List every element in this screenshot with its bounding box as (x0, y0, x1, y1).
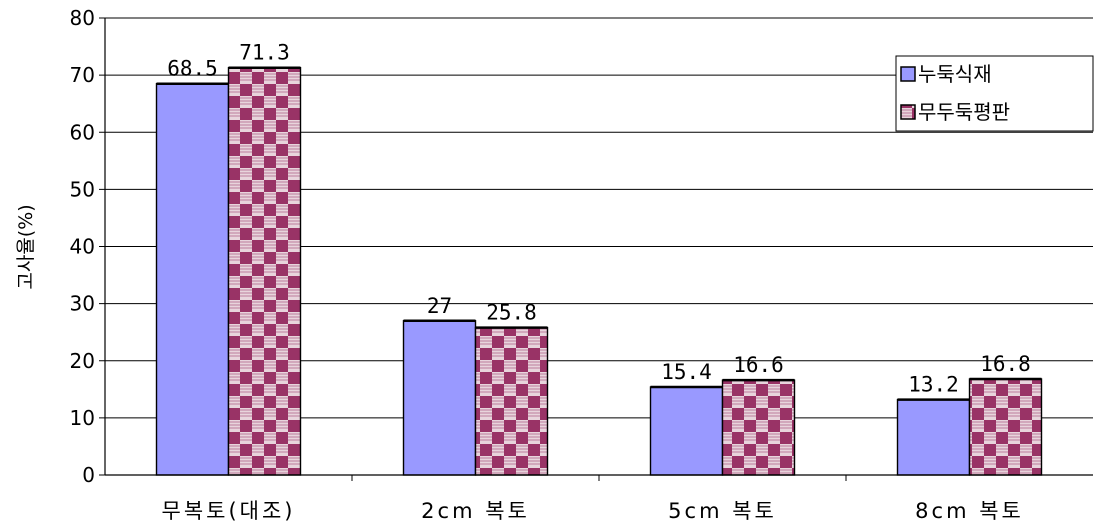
bar-series-2-3 (721, 379, 796, 476)
legend-label-series-2: 무두둑평판 (918, 100, 1010, 124)
data-label: 25.8 (486, 301, 537, 325)
bar-series-2-2 (474, 326, 549, 476)
legend-swatch-series-1 (900, 66, 916, 82)
data-label: 71.3 (239, 41, 290, 65)
legend-label-series-1: 누둑식재 (918, 62, 992, 86)
x-category-label: 8cm 복토 (915, 499, 1024, 523)
y-tick-label: 40 (70, 235, 95, 259)
y-tick-label: 0 (82, 463, 95, 487)
y-axis-label: 고사율(%) (15, 204, 37, 289)
bar-series-2-4 (968, 378, 1043, 476)
data-label: 27 (427, 294, 452, 318)
bar-series-2-1 (227, 66, 302, 476)
axes (99, 17, 1093, 481)
x-category-label: 5cm 복토 (668, 499, 777, 523)
y-tick-label: 70 (70, 63, 95, 87)
data-label: 16.6 (733, 353, 784, 377)
legend-border (895, 55, 1094, 132)
x-category-label: 2cm 복토 (421, 499, 530, 523)
bar-series-1-1 (155, 82, 230, 476)
legend: 누둑식재 무두둑평판 (895, 55, 1094, 132)
x-category-label: 무복토(대조) (162, 499, 296, 523)
y-tick-label: 30 (70, 292, 95, 316)
bar-series-1-4 (896, 398, 971, 476)
bar-series-1-2 (402, 320, 477, 476)
data-label: 68.5 (167, 57, 218, 81)
data-label: 16.8 (980, 352, 1031, 376)
bar-series-1-3 (649, 386, 724, 476)
y-tick-label: 10 (70, 406, 95, 430)
y-tick-label: 80 (70, 6, 95, 30)
y-tick-label: 60 (70, 120, 95, 144)
y-tick-label: 20 (70, 349, 95, 373)
data-label: 13.2 (908, 373, 959, 397)
labels: 0 10 20 30 40 50 60 70 80 68.5 71.3 무복토(대조) 27 25.8 2c… (70, 6, 1031, 523)
legend-swatch-series-2 (900, 104, 916, 120)
data-label: 15.4 (661, 360, 712, 384)
y-tick-label: 50 (70, 177, 95, 201)
